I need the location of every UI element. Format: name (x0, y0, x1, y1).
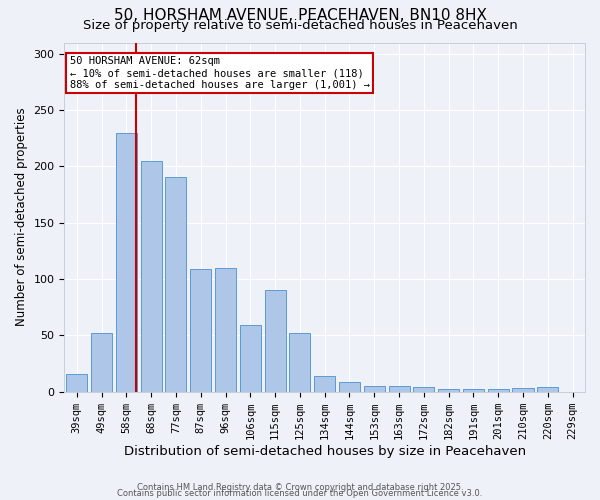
Bar (240, 326, 261, 392)
Text: Contains HM Land Registry data © Crown copyright and database right 2025.: Contains HM Land Registry data © Crown c… (137, 482, 463, 492)
Text: Contains public sector information licensed under the Open Government Licence v3: Contains public sector information licen… (118, 490, 482, 498)
Bar (512, 388, 533, 392)
Bar (265, 290, 286, 392)
Text: 50 HORSHAM AVENUE: 62sqm
← 10% of semi-detached houses are smaller (118)
88% of : 50 HORSHAM AVENUE: 62sqm ← 10% of semi-d… (70, 56, 370, 90)
Bar (66, 374, 88, 392)
Bar (314, 376, 335, 392)
Bar (289, 333, 310, 392)
Text: 50, HORSHAM AVENUE, PEACEHAVEN, BN10 8HX: 50, HORSHAM AVENUE, PEACEHAVEN, BN10 8HX (113, 8, 487, 22)
Bar (215, 268, 236, 392)
Bar (339, 382, 360, 392)
Bar (91, 333, 112, 392)
Bar (488, 390, 509, 392)
Y-axis label: Number of semi-detached properties: Number of semi-detached properties (15, 108, 28, 326)
Bar (537, 387, 559, 392)
Text: Size of property relative to semi-detached houses in Peacehaven: Size of property relative to semi-detach… (83, 19, 517, 32)
Bar (364, 386, 385, 392)
Bar (140, 161, 162, 392)
Bar (413, 387, 434, 392)
Bar (116, 132, 137, 392)
Bar (389, 386, 410, 392)
Bar (190, 269, 211, 392)
Bar (463, 390, 484, 392)
Bar (438, 390, 459, 392)
X-axis label: Distribution of semi-detached houses by size in Peacehaven: Distribution of semi-detached houses by … (124, 444, 526, 458)
Bar (166, 176, 187, 392)
